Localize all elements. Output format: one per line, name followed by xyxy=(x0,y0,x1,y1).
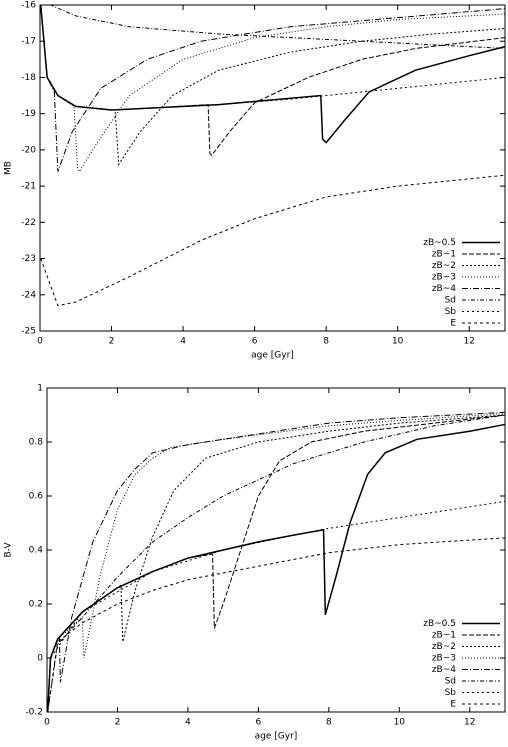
x-tick-label: 12 xyxy=(464,337,475,347)
legend-label: zB~3 xyxy=(432,654,456,664)
legend-label: Sb xyxy=(445,688,457,698)
x-tick-label: 4 xyxy=(185,718,191,728)
y-tick-label: -21 xyxy=(21,182,36,192)
x-axis-label: age [Gyr] xyxy=(255,732,298,742)
x-tick-label: 6 xyxy=(252,337,258,347)
legend-label: zB~1 xyxy=(432,631,456,641)
x-tick-label: 8 xyxy=(323,337,329,347)
y-tick-label: -16 xyxy=(21,1,36,11)
y-tick-label: -22 xyxy=(21,218,36,228)
x-tick-label: 8 xyxy=(326,718,332,728)
x-tick-label: 6 xyxy=(256,718,262,728)
x-tick-label: 4 xyxy=(180,337,186,347)
x-tick-label: 10 xyxy=(392,337,404,347)
y-tick-label: 0.6 xyxy=(29,492,44,502)
y-tick-label: 1 xyxy=(37,384,43,394)
legend-label: E xyxy=(450,700,456,710)
legend-label: zB~4 xyxy=(432,665,456,675)
series-line xyxy=(40,4,506,49)
x-tick-label: 0 xyxy=(37,337,43,347)
y-axis-label: MB xyxy=(4,161,14,175)
x-tick-label: 2 xyxy=(115,718,121,728)
x-axis-label: age [Gyr] xyxy=(251,351,294,361)
legend-label: Sb xyxy=(445,307,457,317)
y-tick-label: -18 xyxy=(21,73,36,83)
legend-label: zB~2 xyxy=(432,261,456,271)
series-line xyxy=(47,413,506,713)
legend-label: zB~3 xyxy=(432,273,456,283)
series-line xyxy=(40,4,506,173)
x-tick-label: 10 xyxy=(394,718,406,728)
y-axis-label: B-V xyxy=(4,542,14,558)
y-tick-label: 0.2 xyxy=(29,600,43,610)
legend-label: zB~2 xyxy=(432,642,456,652)
series-line xyxy=(47,411,506,713)
y-tick-label: -24 xyxy=(21,290,36,300)
x-tick-label: 2 xyxy=(109,337,115,347)
plot-frame xyxy=(39,4,506,332)
legend-label: zB~0.5 xyxy=(423,238,456,248)
legend-label: zB~0.5 xyxy=(423,619,456,629)
y-tick-label: -0.2 xyxy=(25,708,43,718)
series-line xyxy=(40,4,506,172)
series-line xyxy=(47,414,506,713)
series-line xyxy=(47,537,506,713)
legend-label: Sd xyxy=(445,677,456,687)
series-line xyxy=(47,414,506,713)
y-tick-label: -17 xyxy=(21,37,36,47)
legend-label: zB~1 xyxy=(432,250,456,260)
legend-label: E xyxy=(450,319,456,329)
series-line xyxy=(40,174,506,307)
x-tick-label: 0 xyxy=(44,718,50,728)
legend-label: zB~4 xyxy=(432,284,456,294)
series-line xyxy=(40,4,506,157)
series-line xyxy=(39,4,506,144)
y-tick-label: 0 xyxy=(37,654,43,664)
y-tick-label: -20 xyxy=(21,145,36,155)
y-tick-label: -25 xyxy=(21,327,36,337)
series-line xyxy=(47,500,506,713)
y-tick-label: 0.8 xyxy=(29,438,44,448)
y-tick-label: -19 xyxy=(21,109,36,119)
y-tick-label: 0.4 xyxy=(29,546,44,556)
series-line xyxy=(47,414,506,713)
legend-label: Sd xyxy=(445,296,456,306)
y-tick-label: -23 xyxy=(21,254,36,264)
x-tick-label: 12 xyxy=(464,718,475,728)
